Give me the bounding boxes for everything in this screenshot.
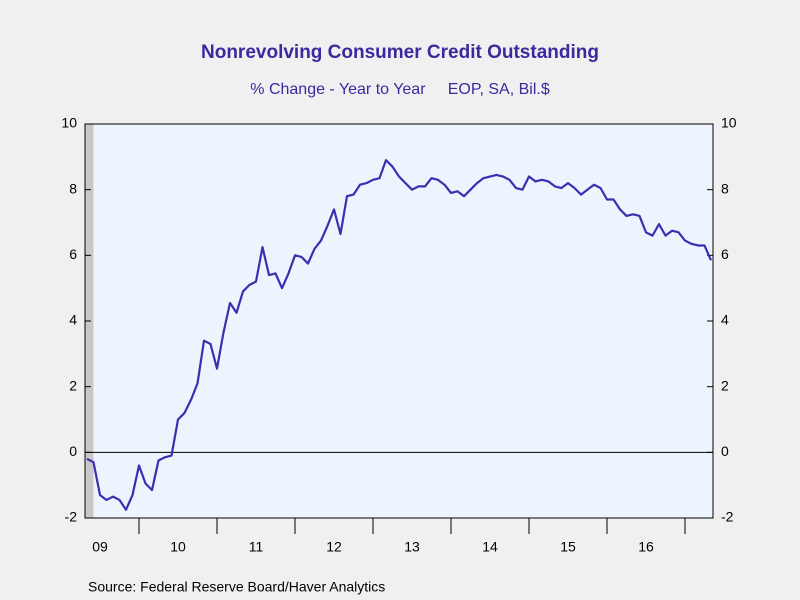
y-tick-label: -2: [65, 509, 78, 525]
y2-tick-label: 2: [721, 377, 729, 393]
x-tick-label: 13: [404, 539, 420, 555]
y-tick-label: 10: [61, 115, 77, 131]
x-tick-label: 14: [482, 539, 498, 555]
x-tick-label: 09: [92, 539, 108, 555]
chart-title: Nonrevolving Consumer Credit Outstanding: [201, 42, 599, 63]
x-tick-label: 11: [249, 539, 264, 555]
y-tick-label: 2: [69, 377, 77, 393]
y-tick-label: 4: [69, 312, 77, 328]
y2-tick-label: 8: [721, 180, 729, 196]
plot-area: [84, 123, 714, 519]
x-tick-label: 16: [638, 539, 654, 555]
y-tick-label: 8: [69, 180, 77, 196]
y2-tick-label: 4: [721, 312, 729, 328]
y2-tick-label: 6: [721, 246, 729, 262]
y2-tick-label: 0: [721, 443, 729, 459]
chart-subtitle: % Change - Year to Year EOP, SA, Bil.$: [250, 81, 550, 98]
y2-tick-label: 10: [721, 115, 737, 131]
x-tick-label: 15: [560, 539, 576, 555]
y-tick-label: 6: [69, 246, 77, 262]
x-tick-label: 12: [326, 539, 342, 555]
source-note: Source: Federal Reserve Board/Haver Anal…: [88, 579, 385, 595]
y-tick-label: 0: [69, 443, 77, 459]
series-line: [86, 159, 713, 511]
x-tick-label: 10: [170, 539, 186, 555]
y2-tick-label: -2: [721, 509, 734, 525]
